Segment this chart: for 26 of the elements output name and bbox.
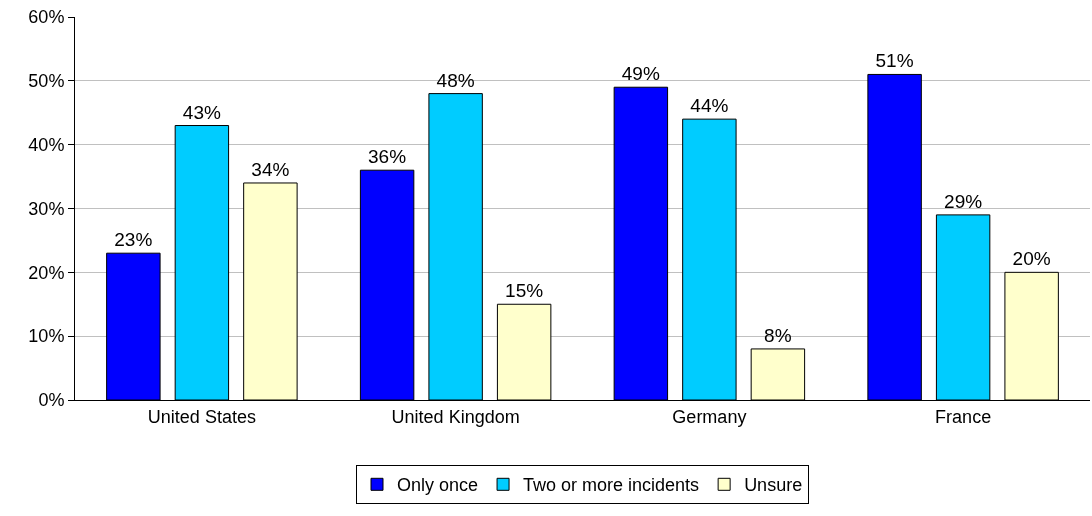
data-label: 20% (1012, 248, 1051, 270)
data-label: 51% (875, 50, 914, 72)
data-label: 8% (764, 324, 792, 346)
data-label: 43% (182, 101, 221, 123)
data-label: 15% (505, 280, 544, 302)
data-label: 34% (251, 158, 290, 180)
x-tick-label: Germany (672, 406, 747, 427)
y-tick-label: 0% (38, 390, 65, 411)
legend-label: Only once (397, 475, 479, 496)
data-label: 48% (436, 69, 475, 91)
x-tick-label: United Kingdom (391, 406, 520, 427)
y-tick-label: 40% (28, 134, 65, 155)
data-label: 29% (944, 190, 983, 212)
legend-label: Unsure (744, 475, 803, 496)
data-label: 36% (368, 146, 407, 168)
y-tick-label: 50% (28, 71, 65, 92)
y-tick-label: 30% (28, 198, 65, 219)
legend-label: Two or more incidents (523, 475, 700, 496)
y-tick-label: 20% (28, 262, 65, 283)
data-label: 44% (690, 95, 729, 117)
data-label: 49% (621, 63, 660, 85)
data-label: 23% (114, 229, 153, 251)
y-tick-label: 10% (28, 326, 65, 347)
x-tick-label: United States (147, 406, 256, 427)
y-tick-label: 60% (28, 7, 65, 28)
x-tick-label: France (935, 406, 992, 427)
